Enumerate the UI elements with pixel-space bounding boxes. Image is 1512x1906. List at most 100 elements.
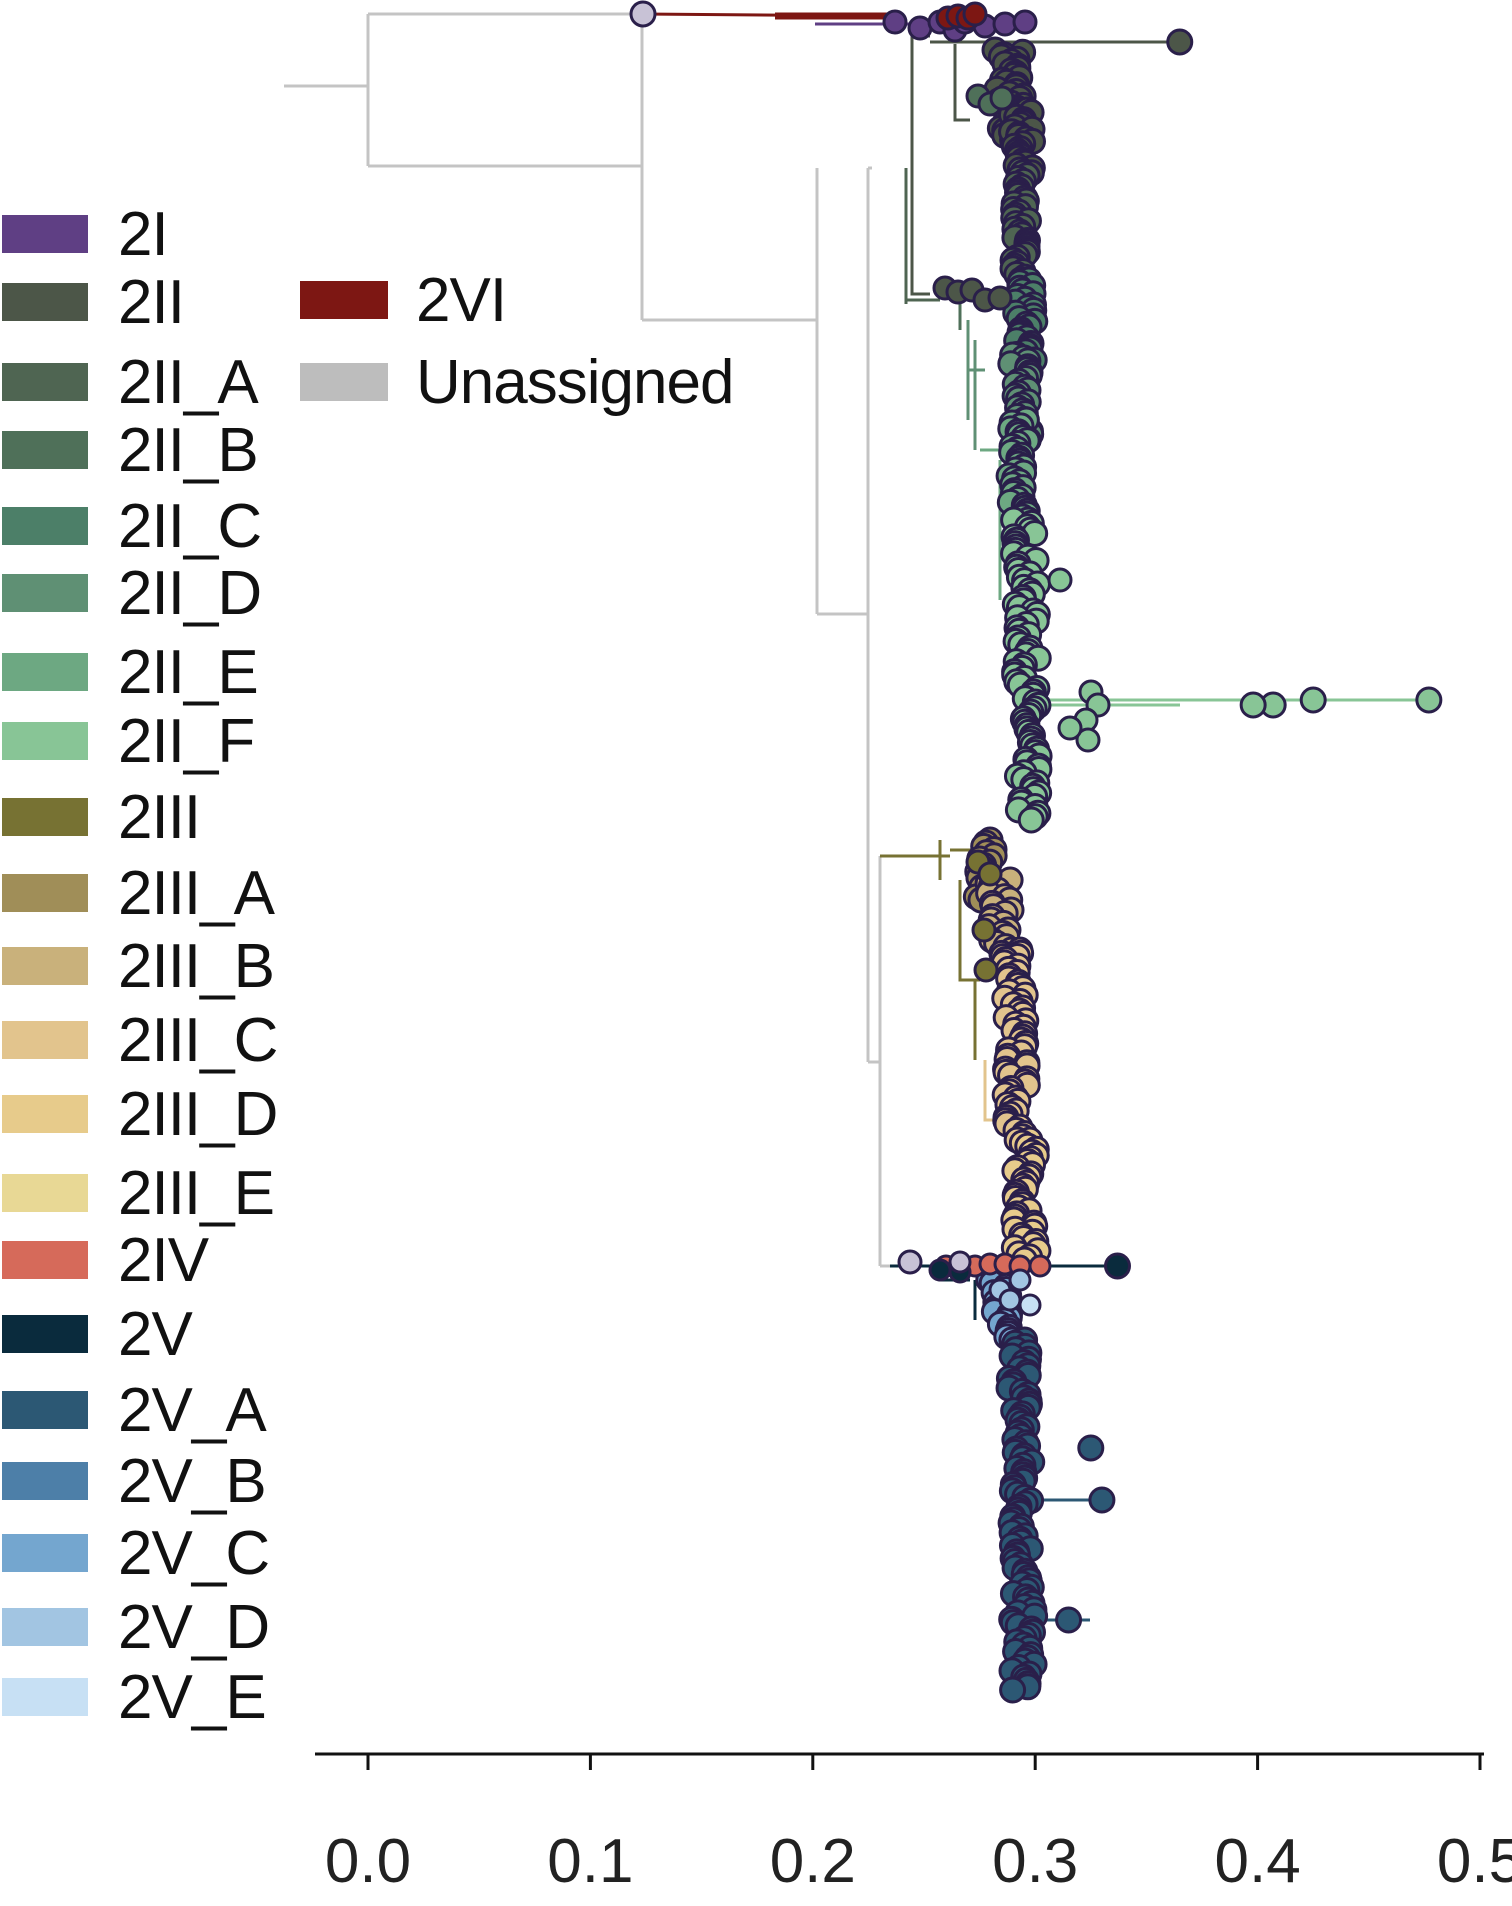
x-tick-label: 0.5 <box>1437 1827 1512 1896</box>
tree-tip-2ii-b <box>989 85 1015 111</box>
tree-tip-2ii-f <box>1057 715 1083 741</box>
unassigned-tip <box>948 1250 972 1274</box>
legend-swatch <box>2 722 88 760</box>
legend-item-2ii-a: 2II_A <box>2 348 259 417</box>
2ii-d-branch <box>966 320 985 450</box>
legend-label: 2II_D <box>118 558 262 628</box>
tree-tip-2vi <box>962 1 988 27</box>
outlier-tip-2ii <box>1166 28 1194 56</box>
legend-item-2ii-f: 2II_F <box>2 707 255 776</box>
legend-label: 2I <box>118 199 169 269</box>
legend-label: 2II_C <box>118 491 262 561</box>
legend-swatch <box>2 1534 88 1572</box>
x-tick-label: 0.4 <box>1214 1827 1300 1896</box>
legend-label: 2III_A <box>118 858 275 928</box>
tree-tip-2ii-f <box>1047 567 1073 593</box>
legend-item-2v-e: 2V_E <box>2 1663 267 1732</box>
tree-tip-2iii <box>971 917 997 943</box>
legend-swatch <box>2 947 88 985</box>
legend-item-2v-d: 2V_D <box>2 1593 270 1662</box>
legend-swatch <box>2 363 88 401</box>
tree-branches <box>284 12 1428 1622</box>
unassigned-branch <box>284 12 900 1268</box>
tree-tip-2ii-f <box>1075 727 1101 753</box>
legend-label: 2V_A <box>118 1375 267 1445</box>
legend-swatch <box>2 1021 88 1059</box>
legend-swatch <box>2 215 88 253</box>
x-axis-ticks: 0.0 0.1 0.2 0.3 0.4 0.5 <box>325 1754 1512 1896</box>
unassigned-tip <box>629 0 657 28</box>
unassigned-tip <box>897 1249 923 1275</box>
legend-item-2iv: 2IV <box>2 1226 209 1295</box>
legend-label: 2V_B <box>118 1446 267 1516</box>
tree-tip-2iii <box>973 957 999 983</box>
legend-item-2iii-c: 2III_C <box>2 1006 278 1075</box>
legend-swatch <box>2 1241 88 1279</box>
outlier-tip-2ii-f <box>1299 686 1327 714</box>
tree-tip-2ii <box>987 285 1013 311</box>
legend-swatch <box>2 1462 88 1500</box>
legend-label: 2II_E <box>118 637 259 707</box>
legend-swatch <box>2 431 88 469</box>
legend-swatch <box>2 1174 88 1212</box>
legend-swatch <box>2 1095 88 1133</box>
legend-item-2iii-d: 2III_D <box>2 1080 278 1149</box>
legend-swatch <box>2 1678 88 1716</box>
legend-item-2iii: 2III <box>2 783 201 852</box>
outlier-tip-2ii-f <box>1415 686 1443 714</box>
legend-label: 2III_D <box>118 1079 278 1149</box>
x-tick-label: 0.2 <box>770 1827 856 1896</box>
tree-tip-2v-d <box>998 1288 1022 1312</box>
x-tick-label: 0.0 <box>325 1827 411 1896</box>
legend-item-2iii-a: 2III_A <box>2 859 275 928</box>
legend-item-2v-c: 2V_C <box>2 1519 270 1588</box>
x-axis: 0.0 0.1 0.2 0.3 0.4 0.5 <box>315 1752 1512 1896</box>
legend-label: 2II_F <box>118 706 255 776</box>
outlier-tip-2ii-f <box>1239 691 1267 719</box>
legend-swatch <box>2 574 88 612</box>
legend-label: 2III_C <box>118 1005 278 1075</box>
x-tick-label: 0.3 <box>992 1827 1078 1896</box>
legend-label: 2VI <box>416 265 507 335</box>
outlier-tip-2v <box>1103 1252 1131 1280</box>
tree-tips <box>629 0 1443 1704</box>
2ii-branch <box>910 34 970 296</box>
legend-swatch <box>2 798 88 836</box>
legend-item-unassigned: Unassigned <box>300 348 734 417</box>
legend-label: Unassigned <box>416 347 734 417</box>
tree-tip-2v-d <box>1008 1268 1032 1292</box>
legend-item-2ii-e: 2II_E <box>2 638 259 707</box>
legend-item-2i: 2I <box>2 200 169 269</box>
legend-label: 2II_A <box>118 347 259 417</box>
legend-item-2iii-b: 2III_B <box>2 932 275 1001</box>
legend-swatch <box>2 1608 88 1646</box>
legend-label: 2III <box>118 782 201 852</box>
outlier-tip-2v-a <box>1055 1606 1083 1634</box>
legend-swatch <box>2 1391 88 1429</box>
tree-tip-2i <box>882 9 908 35</box>
legend-label: 2V_E <box>118 1662 267 1732</box>
legend-swatch <box>2 507 88 545</box>
legend-label: 2III_B <box>118 931 275 1001</box>
legend-swatch <box>300 363 388 401</box>
legend-item-2v-b: 2V_B <box>2 1447 267 1516</box>
2iii-branch <box>880 840 980 1060</box>
tree-tip-2ii-f <box>1017 806 1045 834</box>
legend-item-2v: 2V <box>2 1300 193 1369</box>
tree-tip-2v <box>928 1258 952 1282</box>
legend-swatch <box>300 281 388 319</box>
x-tick-label: 0.1 <box>547 1827 633 1896</box>
legend-label: 2V_D <box>118 1592 270 1662</box>
legend-item-2ii-c: 2II_C <box>2 492 262 561</box>
legend-item-2ii-b: 2II_B <box>2 416 259 485</box>
legend-item-2ii: 2II <box>2 268 185 337</box>
tree-tip-2i <box>1012 9 1038 35</box>
tree-tip-2v-e <box>1018 1293 1042 1317</box>
tree-tip-2iii <box>977 861 1003 887</box>
legend-item-2iii-e: 2III_E <box>2 1159 275 1228</box>
legend-label: 2IV <box>118 1225 209 1295</box>
tree-tip-2iv <box>1028 1254 1052 1278</box>
outlier-tip-2v-a <box>1077 1434 1105 1462</box>
legend-swatch <box>2 653 88 691</box>
